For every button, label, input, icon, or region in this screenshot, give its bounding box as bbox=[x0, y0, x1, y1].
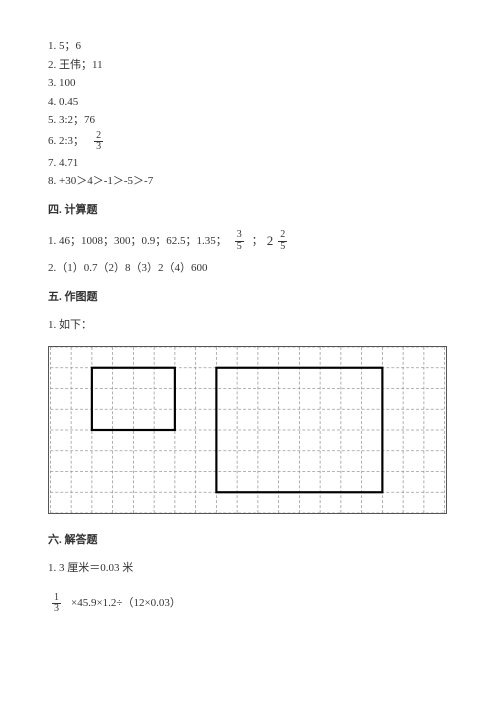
calc-line-1-sep: ； bbox=[252, 233, 263, 250]
calc-line-2: 2.（1）0.7（2）8（3）2（4）600 bbox=[48, 260, 452, 277]
frac-denominator: 5 bbox=[278, 242, 287, 253]
answer-6: 6. 2:3； 2 3 bbox=[48, 131, 452, 153]
answer-4: 4. 0.45 bbox=[48, 94, 452, 111]
solve-line-2: 1 3 ×45.9×1.2÷（12×0.03） bbox=[48, 593, 452, 615]
calc-line-1: 1. 46；1008；300；0.9；62.5；1.35； 3 5 ； 2 2 … bbox=[48, 230, 452, 252]
solve-line-1: 1. 3 厘米＝0.03 米 bbox=[48, 560, 452, 577]
section-5-title: 五. 作图题 bbox=[48, 289, 452, 306]
answer-2: 2. 王伟；11 bbox=[48, 57, 452, 74]
grid-svg bbox=[48, 346, 447, 514]
solve-line-2-frac: 1 3 bbox=[52, 593, 61, 615]
mixed-whole: 2 bbox=[267, 231, 274, 251]
calc-line-1-prefix: 1. 46；1008；300；0.9；62.5；1.35； bbox=[48, 233, 227, 250]
frac-numerator: 3 bbox=[235, 230, 244, 242]
frac-numerator: 2 bbox=[278, 230, 287, 242]
frac-denominator: 3 bbox=[52, 604, 61, 615]
answer-8: 8. +30＞4＞-1＞-5＞-7 bbox=[48, 173, 452, 190]
answer-5: 5. 3:2；76 bbox=[48, 112, 452, 129]
section-4-title: 四. 计算题 bbox=[48, 202, 452, 219]
section-6-title: 六. 解答题 bbox=[48, 532, 452, 549]
answer-6-fraction: 2 3 bbox=[94, 131, 103, 153]
answer-1: 1. 5；6 bbox=[48, 38, 452, 55]
mixed-frac: 2 5 bbox=[278, 230, 287, 252]
answer-3: 3. 100 bbox=[48, 75, 452, 92]
solve-line-2-rest: ×45.9×1.2÷（12×0.03） bbox=[71, 595, 181, 612]
calc-line-1-mixed: 2 2 5 bbox=[267, 230, 292, 252]
answer-7: 7. 4.71 bbox=[48, 155, 452, 172]
answer-6-prefix: 6. 2:3； bbox=[48, 133, 84, 150]
calc-line-1-frac1: 3 5 bbox=[235, 230, 244, 252]
grid-figure bbox=[48, 346, 452, 514]
frac-denominator: 5 bbox=[235, 242, 244, 253]
frac-denominator: 3 bbox=[94, 142, 103, 153]
drawing-line-1: 1. 如下： bbox=[48, 317, 452, 334]
